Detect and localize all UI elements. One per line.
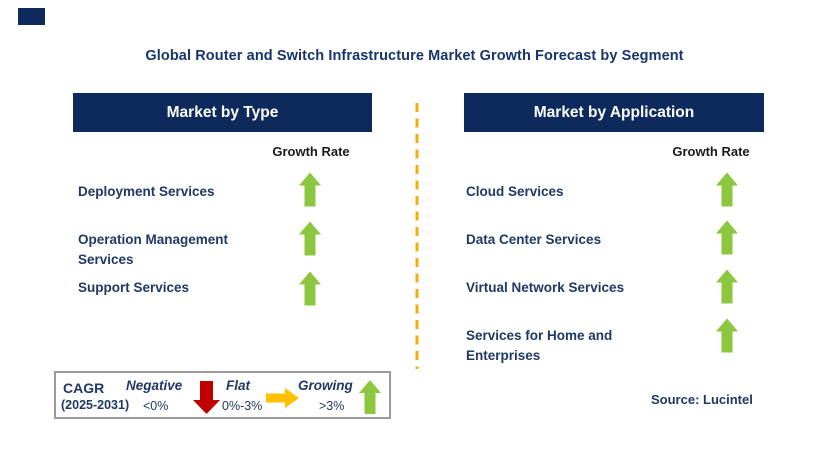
growth-rate-label-type: Growth Rate <box>272 144 350 159</box>
up-arrow-icon <box>716 172 738 207</box>
up-arrow-icon <box>716 220 738 255</box>
segment-label: Operation Management Services <box>78 232 229 267</box>
header-market-by-type: Market by Type <box>73 93 372 132</box>
page-title: Global Router and Switch Infrastructure … <box>145 48 684 64</box>
cagr-legend: CAGR (2025-2031) Negative <0% Flat 0%-3%… <box>54 371 391 419</box>
up-arrow-icon <box>299 172 321 207</box>
segment-label: Cloud Services <box>466 184 564 199</box>
header-market-by-application: Market by Application <box>464 93 764 132</box>
up-arrow-icon <box>299 271 321 306</box>
segment-label: Services for Home and Enterprises <box>466 328 613 363</box>
segment-label: Deployment Services <box>78 184 215 199</box>
legend-flat-label: Flat <box>226 378 251 393</box>
segment-label: Support Services <box>78 280 190 295</box>
up-arrow-icon <box>299 221 321 256</box>
down-arrow-icon <box>193 381 220 414</box>
growth-rate-label-application: Growth Rate <box>672 144 750 159</box>
legend-growing-range: >3% <box>319 399 345 413</box>
legend-negative-label: Negative <box>126 378 183 393</box>
segment-label: Data Center Services <box>466 232 602 247</box>
legend-flat-range: 0%-3% <box>222 399 263 413</box>
legend-period: (2025-2031) <box>61 398 130 412</box>
up-arrow-icon <box>716 318 738 353</box>
up-arrow-icon <box>716 269 738 304</box>
legend-growing-label: Growing <box>298 378 353 393</box>
up-arrow-icon <box>359 380 381 414</box>
source-credit: Source: Lucintel <box>651 392 753 407</box>
dashed-divider <box>415 103 419 369</box>
right-arrow-icon <box>266 388 299 408</box>
corner-accent <box>18 8 45 25</box>
legend-negative-range: <0% <box>143 399 169 413</box>
segment-label: Virtual Network Services <box>466 280 625 295</box>
legend-metric: CAGR <box>63 380 105 396</box>
